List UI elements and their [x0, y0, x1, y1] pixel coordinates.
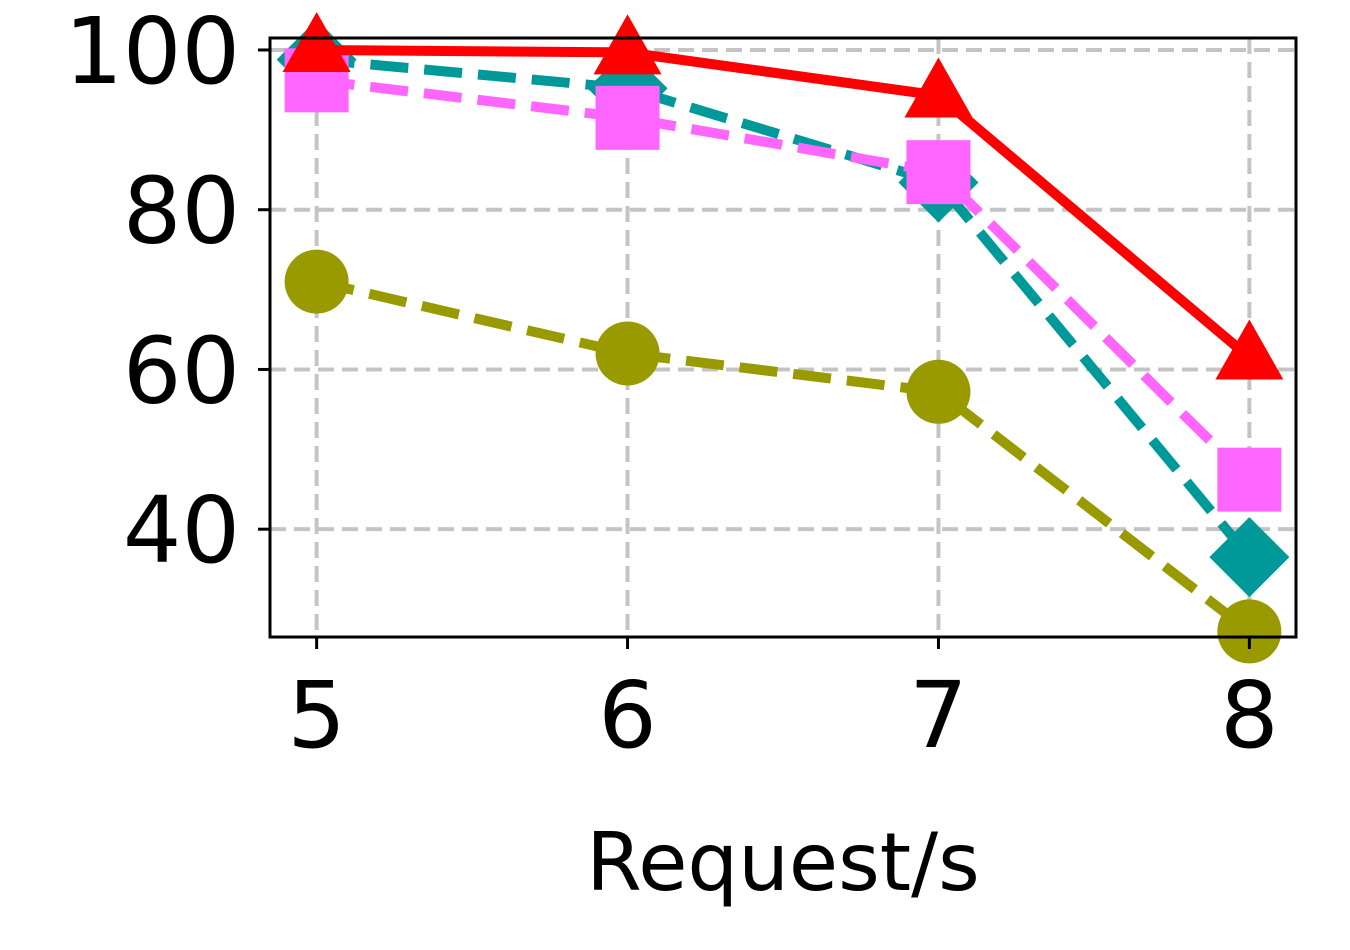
series-line: [316, 54, 1254, 561]
diamond-marker: [1209, 517, 1290, 598]
series-triangle: [282, 11, 1284, 380]
x-tick-label: 7: [909, 662, 968, 769]
x-tick-label: 8: [1220, 662, 1279, 769]
y-tick-label: 100: [64, 0, 240, 105]
axis-ticks: 5 6 7 8 40 60 80 100: [64, 0, 1278, 769]
triangle-marker: [904, 57, 973, 118]
x-tick-label: 6: [598, 662, 657, 769]
series-line: [316, 44, 1253, 362]
circle-marker: [906, 359, 971, 424]
circle-marker: [284, 249, 349, 314]
square-marker: [1217, 447, 1282, 512]
x-axis-label: Request/s: [586, 816, 980, 909]
square-marker: [595, 85, 660, 150]
x-tick-label: 5: [287, 662, 346, 769]
y-tick-label: 80: [123, 158, 240, 265]
y-tick-label: 40: [123, 477, 240, 584]
triangle-marker: [1215, 319, 1284, 380]
series-circle: [284, 249, 1282, 664]
circle-marker: [1217, 599, 1282, 664]
square-marker: [906, 140, 971, 205]
series-square: [284, 48, 1282, 512]
series-line: [315, 276, 1253, 636]
plot-frame: [268, 36, 1298, 639]
y-tick-label: 60: [123, 317, 240, 424]
circle-marker: [595, 321, 660, 386]
series-group: [276, 11, 1290, 664]
triangle-marker: [593, 14, 662, 75]
series-line: [316, 75, 1253, 484]
triangle-marker: [282, 11, 351, 72]
